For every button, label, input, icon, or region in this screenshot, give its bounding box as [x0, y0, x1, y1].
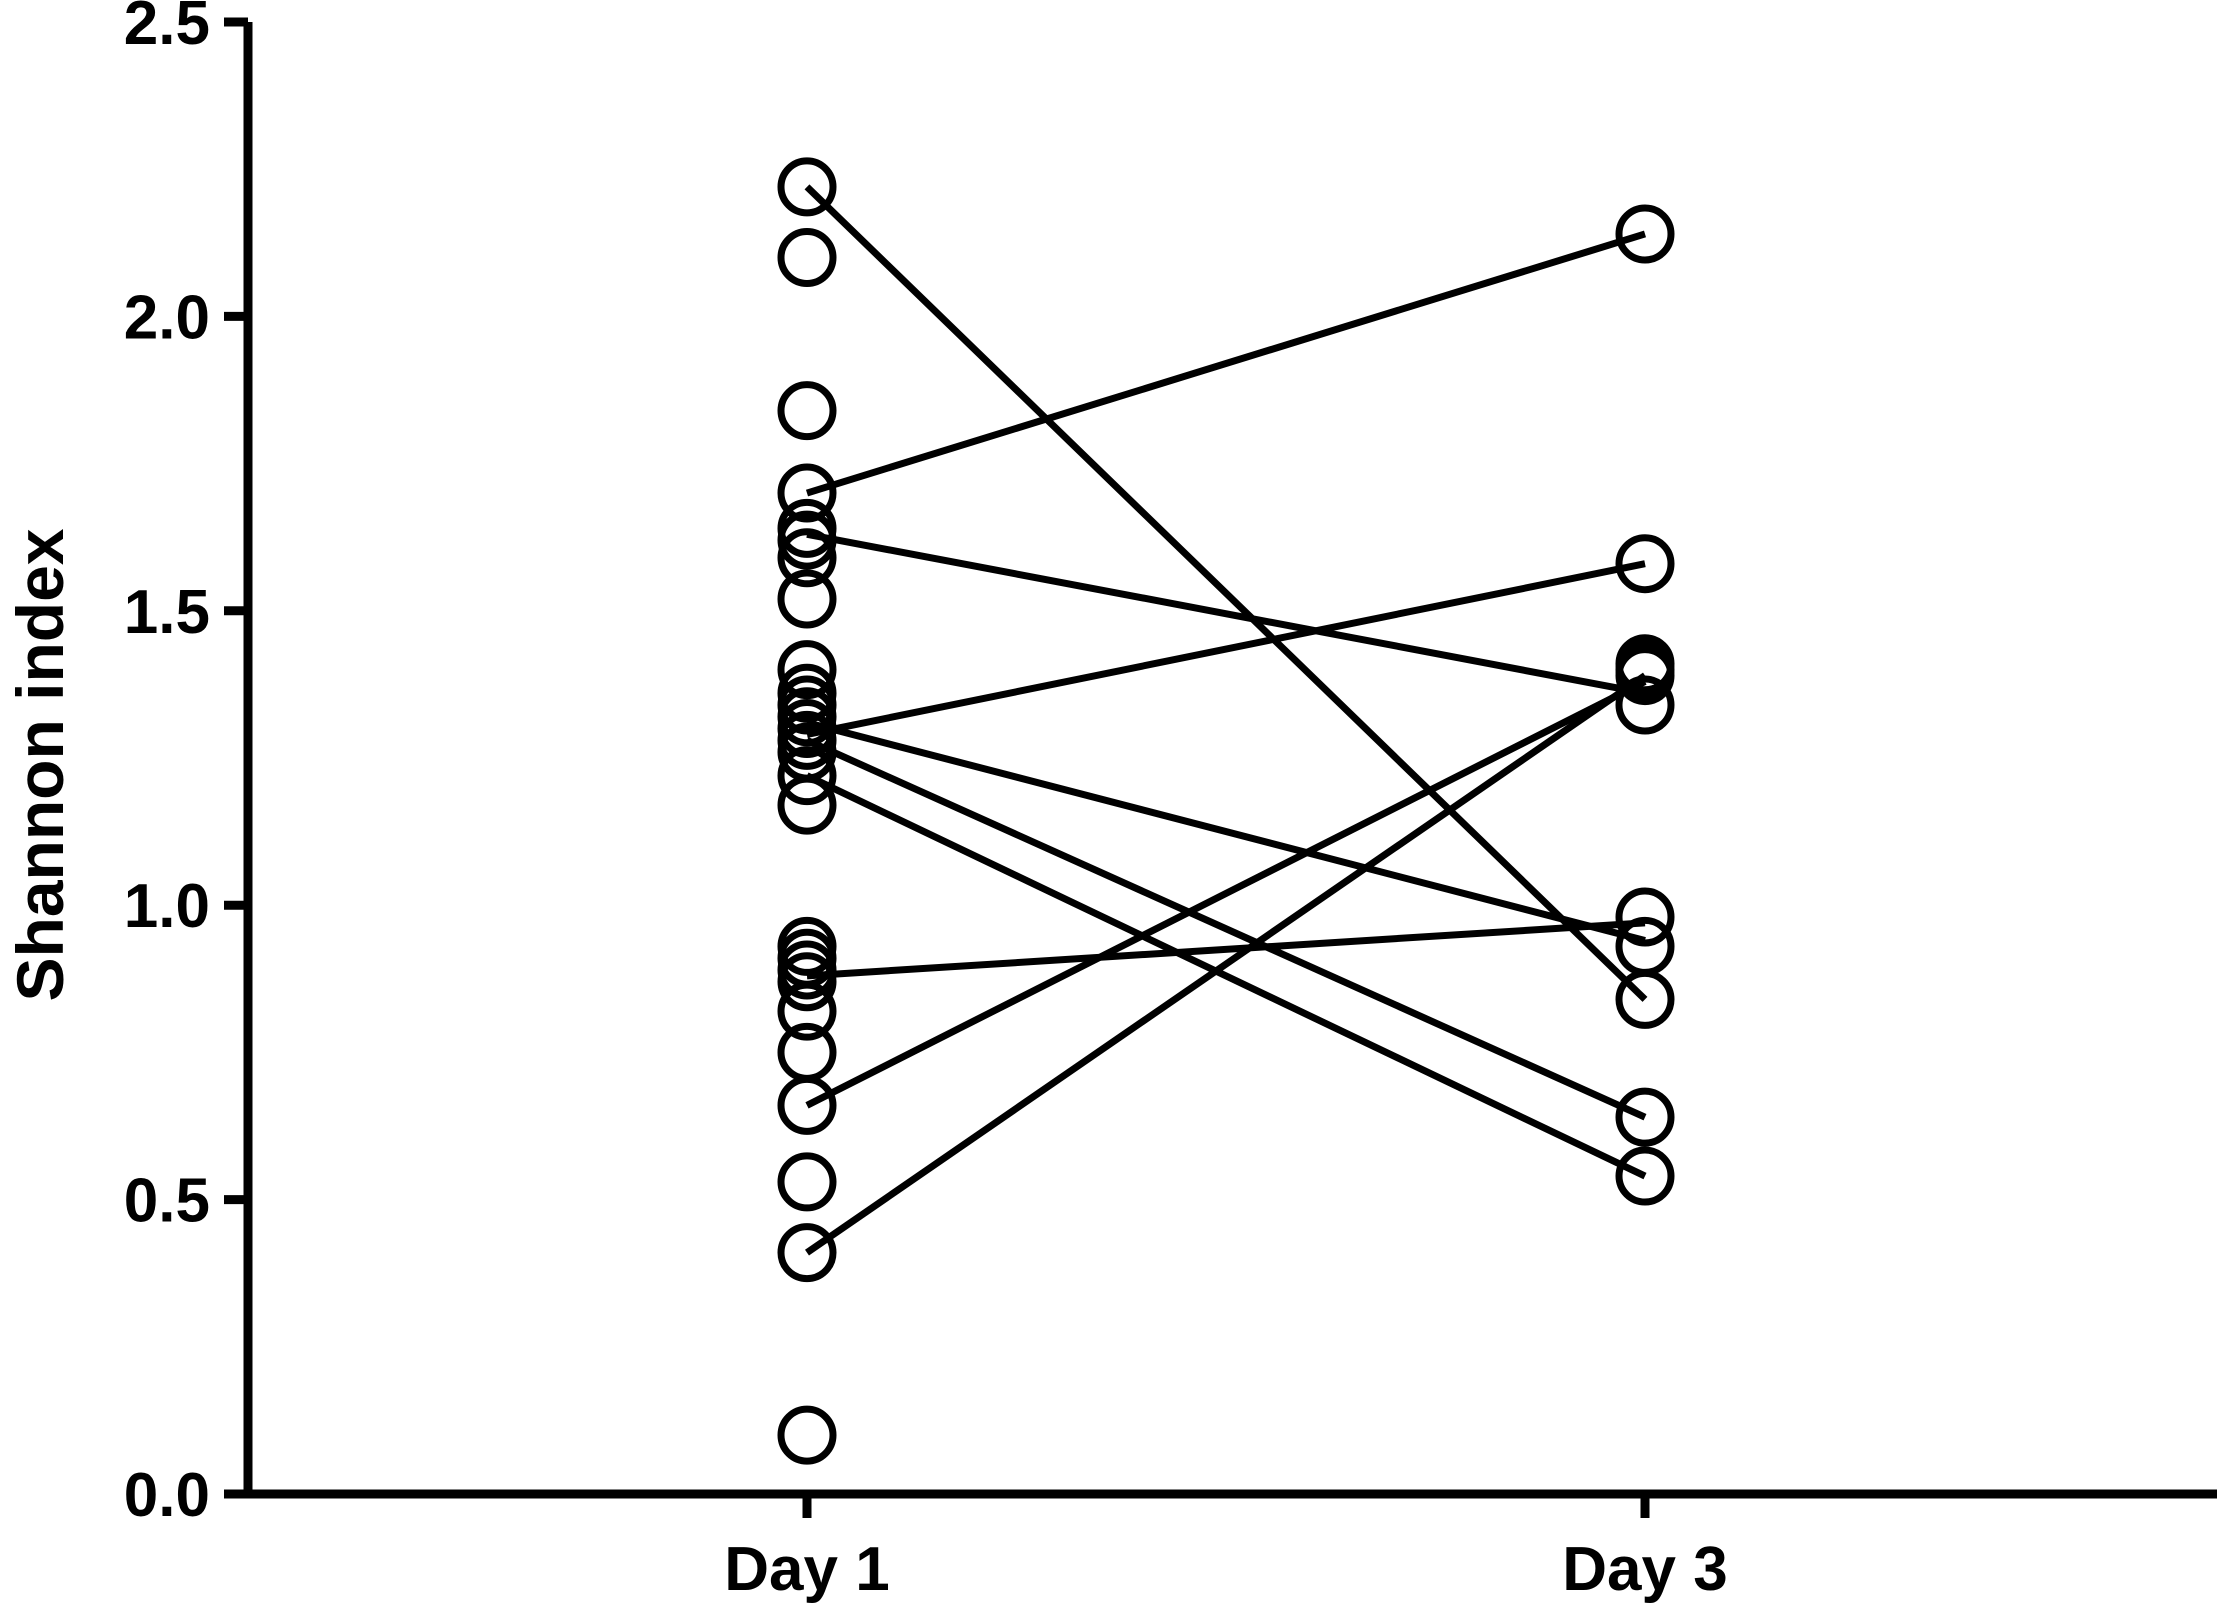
data-point	[777, 228, 837, 288]
pair-line	[805, 678, 1647, 1109]
pair-line	[806, 560, 1646, 738]
pair-line	[806, 719, 1646, 944]
y-axis-title: Shannon index	[3, 528, 77, 1001]
data-point	[777, 1223, 837, 1283]
y-ticks: 0.0 0.5 1.0 1.5 2.0 2.5	[124, 0, 248, 1530]
pair-line	[805, 230, 1647, 497]
data-point	[1615, 1087, 1675, 1147]
data-point	[777, 569, 837, 629]
y-tick-label: 1.0	[124, 872, 210, 941]
data-point	[777, 981, 837, 1041]
pair-line	[806, 530, 1646, 697]
x-tick-label: Day 1	[724, 1535, 889, 1604]
y-tick-label: 2.0	[124, 283, 210, 352]
data-point	[777, 1075, 837, 1135]
data-point	[777, 528, 837, 588]
y-tick-label: 0.5	[124, 1167, 210, 1236]
data-point	[1615, 887, 1675, 947]
data-point	[1615, 646, 1675, 706]
data-point	[777, 952, 837, 1012]
data-point	[777, 463, 837, 523]
data-point	[777, 640, 837, 700]
axes	[243, 22, 2217, 1499]
data-point	[1615, 969, 1675, 1029]
pair-line	[806, 919, 1646, 980]
x-ticks: Day 1 Day 3	[724, 1494, 1728, 1604]
data-point	[777, 510, 837, 570]
pair-lines	[804, 184, 1648, 1256]
pair-line	[805, 737, 1647, 1121]
pair-line	[805, 772, 1647, 1180]
x-tick-label: Day 3	[1562, 1535, 1727, 1604]
pair-line	[804, 184, 1648, 1002]
y-tick-label: 0.0	[124, 1461, 210, 1530]
data-point	[1615, 675, 1675, 735]
y-tick-label: 1.5	[124, 578, 210, 647]
data-point	[777, 746, 837, 806]
data-point	[777, 1405, 837, 1465]
data-point	[777, 381, 837, 441]
pair-line	[805, 672, 1647, 1256]
data-markers	[777, 157, 1675, 1465]
data-point	[1615, 1146, 1675, 1206]
data-point	[777, 1152, 837, 1212]
data-point	[1615, 204, 1675, 264]
data-point	[1615, 534, 1675, 594]
y-tick-label: 2.5	[124, 0, 210, 58]
data-point	[777, 157, 837, 217]
data-point	[777, 775, 837, 835]
